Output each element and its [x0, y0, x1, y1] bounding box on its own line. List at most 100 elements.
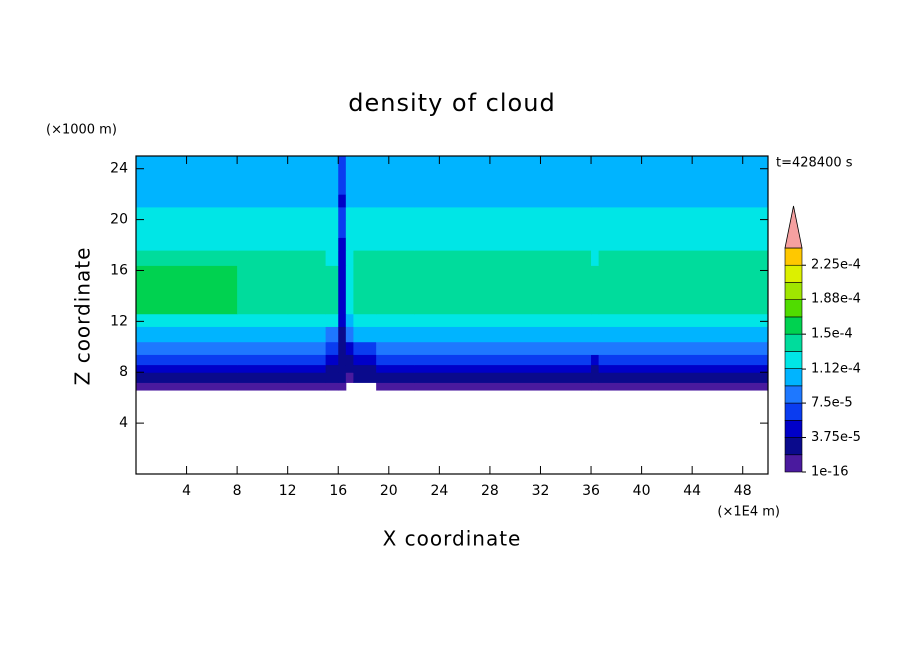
contour-cell [136, 250, 238, 266]
contour-cell [338, 341, 347, 355]
colorbar-cell [784, 264, 803, 283]
contour-cell [287, 206, 327, 221]
contour-cell [591, 341, 600, 355]
contour-cell [287, 194, 327, 208]
contour-cell [136, 364, 238, 373]
contour-cell [345, 156, 354, 195]
x-tick-label: 16 [329, 483, 347, 499]
contour-cell [136, 382, 238, 391]
y-tick-label: 8 [119, 364, 128, 380]
contour-cell [345, 237, 354, 251]
colorbar-label: 1.12e-4 [811, 362, 861, 377]
contour-cell [338, 382, 347, 391]
contour-cell [376, 354, 415, 366]
y-tick-label: 24 [110, 161, 128, 177]
contour-cell [353, 326, 377, 343]
colorbar-cell [784, 402, 803, 421]
colorbar-label: 2.25e-4 [811, 258, 861, 273]
x-tick-label: 24 [430, 483, 448, 499]
contour-cell [237, 313, 289, 327]
contour-cell [237, 265, 289, 315]
contour-cell [598, 382, 769, 391]
colorbar-cell [784, 368, 803, 387]
x-tick-label: 12 [279, 483, 297, 499]
contour-cell [136, 372, 238, 383]
contour-cell [591, 364, 600, 373]
x-tick-label: 32 [532, 483, 550, 499]
x-tick-label: 8 [233, 483, 242, 499]
colorbar-cell [784, 333, 803, 352]
contour-cell [136, 206, 238, 221]
contour-cell [414, 372, 592, 383]
contour-cell [136, 326, 238, 343]
contour-cell [376, 326, 415, 343]
contour-cell [338, 250, 347, 266]
contour-cell [353, 194, 377, 208]
contour-cell [598, 326, 769, 343]
contour-cell [136, 265, 238, 315]
contour-cell [598, 364, 769, 373]
y-tick-label: 16 [110, 262, 128, 278]
contour-cell [414, 364, 592, 373]
contour-cell [237, 354, 289, 366]
contour-cell [325, 313, 339, 327]
x-axis-label: X coordinate [383, 527, 522, 551]
x-tick-label: 4 [182, 483, 191, 499]
contour-cell [237, 326, 289, 343]
contour-cell [591, 372, 600, 383]
contour-cell [325, 354, 339, 366]
colorbar-cell [784, 282, 803, 300]
contour-cell [338, 206, 347, 221]
colorbar-cell [784, 454, 803, 473]
y-axis-label: Z coordinate [71, 247, 95, 386]
contour-cell [136, 194, 238, 208]
y-tick-label: 12 [110, 313, 128, 329]
contour-cell [376, 250, 415, 266]
x-tick-label: 28 [481, 483, 499, 499]
contour-cell [591, 156, 600, 195]
contour-cell [345, 313, 354, 327]
contour-cell [414, 219, 592, 238]
contour-cell [598, 354, 769, 366]
contour-cell [598, 313, 769, 327]
contour-cell [353, 372, 377, 383]
colorbar-cell [784, 299, 803, 318]
contour-cell [353, 206, 377, 221]
contour-cell [325, 156, 339, 195]
contour-cell [325, 372, 339, 383]
y-tick-label: 4 [119, 415, 128, 431]
colorbar-label: 1.5e-4 [811, 327, 853, 342]
contour-cell [136, 341, 238, 355]
contour-cell [287, 250, 327, 266]
contour-cell [414, 194, 592, 208]
contour-cell [345, 265, 354, 315]
contour-cell [338, 156, 347, 195]
contour-cell [414, 326, 592, 343]
contour-cell [598, 265, 769, 315]
colorbar-label: 3.75e-5 [811, 430, 861, 445]
contour-cell [591, 250, 600, 266]
contour-cell [591, 326, 600, 343]
x-tick-label: 44 [683, 483, 701, 499]
contour-cell [376, 372, 415, 383]
contour-cell [287, 341, 327, 355]
contour-cell [414, 341, 592, 355]
contour-cell [353, 354, 377, 366]
contour-cell [287, 219, 327, 238]
contour-cell [591, 313, 600, 327]
contour-cell [376, 341, 415, 355]
contour-cell [414, 250, 592, 266]
contour-cell [237, 364, 289, 373]
contour-cell [338, 326, 347, 343]
contour-cell [353, 237, 377, 251]
contour-cell [376, 237, 415, 251]
contour-cell [287, 156, 327, 195]
contour-cell [345, 250, 354, 266]
colorbar-cell [784, 385, 803, 404]
colorbar-label: 7.5e-5 [811, 396, 853, 411]
contour-cell [338, 313, 347, 327]
contour-cell [325, 237, 339, 251]
contour-cell [598, 341, 769, 355]
contour-cell [376, 265, 415, 315]
